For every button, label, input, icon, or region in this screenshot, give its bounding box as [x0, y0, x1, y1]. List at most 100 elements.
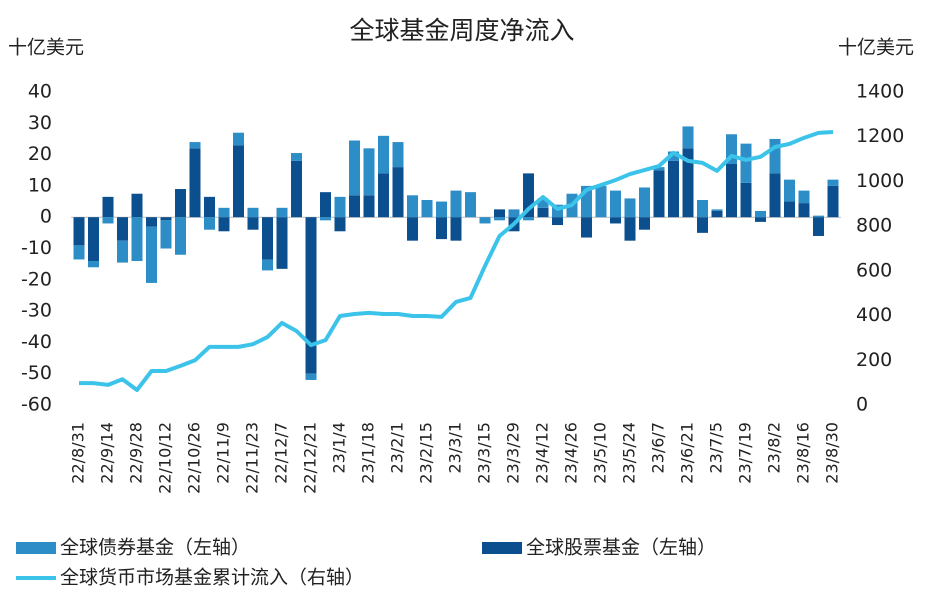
bar-segment	[436, 217, 447, 240]
bar-segment	[175, 189, 186, 218]
bar-segment	[334, 217, 346, 232]
y-tick-label: -60	[21, 394, 52, 416]
legend-label: 全球债券基金（左轴）	[60, 537, 250, 559]
bar-segment	[610, 217, 621, 224]
y2-tick-label: 400	[856, 304, 892, 326]
bar-segment	[247, 207, 259, 218]
y2-tick-label: 600	[856, 259, 892, 281]
bar-segment	[682, 126, 694, 149]
bar-segment	[305, 217, 317, 374]
bar-segment	[682, 148, 694, 218]
x-tick-label: 23/7/5	[707, 422, 726, 474]
y2-tick-label: 200	[856, 349, 892, 371]
bar-segment	[639, 187, 650, 218]
bar-segment	[610, 190, 621, 218]
bar-segment	[494, 217, 505, 221]
bar-segment	[320, 217, 331, 221]
bar-segment	[479, 217, 491, 224]
y2-tick-label: 1000	[856, 170, 904, 192]
bar-segment	[378, 173, 389, 218]
bar-segment	[697, 199, 708, 218]
y2-tick-label: 0	[856, 394, 868, 416]
x-tick-label: 23/5/24	[620, 422, 639, 484]
bar-segment	[755, 210, 766, 218]
bar-segment	[276, 217, 288, 269]
y2-tick-label: 1200	[856, 125, 904, 147]
bar-segment	[160, 217, 172, 221]
x-tick-label: 23/8/30	[823, 422, 842, 484]
bar-segment	[218, 207, 230, 218]
bar-segment	[146, 217, 157, 227]
bar-segment	[465, 192, 476, 218]
bar-segment	[668, 160, 679, 218]
bar-segment	[291, 153, 302, 161]
bar-segment	[726, 163, 737, 218]
x-tick-label: 22/12/21	[301, 422, 320, 494]
x-tick-label: 23/1/4	[330, 422, 349, 474]
bar-segment	[363, 195, 375, 218]
bar-segment	[494, 209, 505, 218]
bar-segment	[552, 204, 563, 218]
x-tick-label: 23/3/29	[504, 422, 523, 484]
bar-segment	[668, 151, 679, 161]
bar-segment	[117, 217, 128, 241]
legend-label: 全球货币市场基金累计流入（右轴）	[60, 567, 364, 589]
bar-segment	[131, 217, 143, 262]
bar-segment	[175, 217, 186, 255]
bar-segment	[653, 167, 665, 171]
x-tick-label: 22/12/7	[272, 422, 291, 484]
y-tick-label: -10	[21, 237, 52, 259]
bar-segment	[349, 140, 360, 196]
legend-label: 全球股票基金（左轴）	[526, 537, 716, 559]
bar-segment	[726, 134, 737, 164]
bar-segment	[508, 209, 520, 218]
bar-segment	[784, 201, 795, 218]
y2-tick-label: 1400	[856, 81, 904, 103]
bar-segment	[189, 148, 201, 218]
bar-segment	[204, 217, 215, 230]
y-axis-label: 十亿美元	[8, 37, 84, 59]
bar-segment	[131, 193, 143, 218]
bar-segment	[160, 220, 172, 249]
bar-segment	[189, 142, 201, 149]
bar-segment	[697, 217, 708, 233]
bar-segment	[595, 185, 607, 218]
x-tick-label: 23/8/2	[765, 422, 784, 474]
line-series	[79, 130, 834, 393]
legend-swatch	[16, 542, 56, 554]
bar-segment	[639, 217, 650, 230]
x-tick-label: 23/3/15	[475, 422, 494, 484]
bar-segment	[218, 217, 230, 232]
x-tick-label: 23/7/19	[736, 422, 755, 484]
x-tick-label: 22/8/31	[69, 422, 88, 484]
bar-segment	[537, 198, 549, 208]
bar-segment	[740, 182, 752, 218]
x-tick-label: 22/10/12	[156, 422, 175, 494]
y-tick-label: -50	[21, 362, 52, 384]
bar-segment	[711, 209, 723, 211]
bar-segment	[407, 217, 418, 241]
bar-segment	[523, 217, 534, 221]
bar-segment	[247, 217, 259, 230]
bar-segment	[291, 160, 302, 218]
y2-axis-label: 十亿美元	[838, 37, 914, 59]
bar-segment	[262, 259, 273, 271]
bar-segment	[88, 261, 99, 268]
bar-segment	[320, 192, 331, 218]
bar-segment	[233, 132, 244, 146]
bar-segment	[581, 185, 592, 218]
bar-segment	[349, 195, 360, 218]
bar-segment	[523, 173, 534, 218]
bar-segment	[334, 196, 346, 218]
bar-segment	[798, 190, 810, 204]
bar-segment	[146, 226, 157, 283]
bar-segment	[233, 145, 244, 218]
bar-segment	[305, 373, 317, 380]
bar-segment	[711, 210, 723, 218]
bar-segment	[813, 215, 824, 218]
y-tick-label: -40	[21, 331, 52, 353]
bar-segment	[262, 217, 273, 260]
bar-segment	[581, 217, 592, 238]
x-tick-label: 23/6/7	[649, 422, 668, 474]
bar-segment	[102, 217, 114, 224]
